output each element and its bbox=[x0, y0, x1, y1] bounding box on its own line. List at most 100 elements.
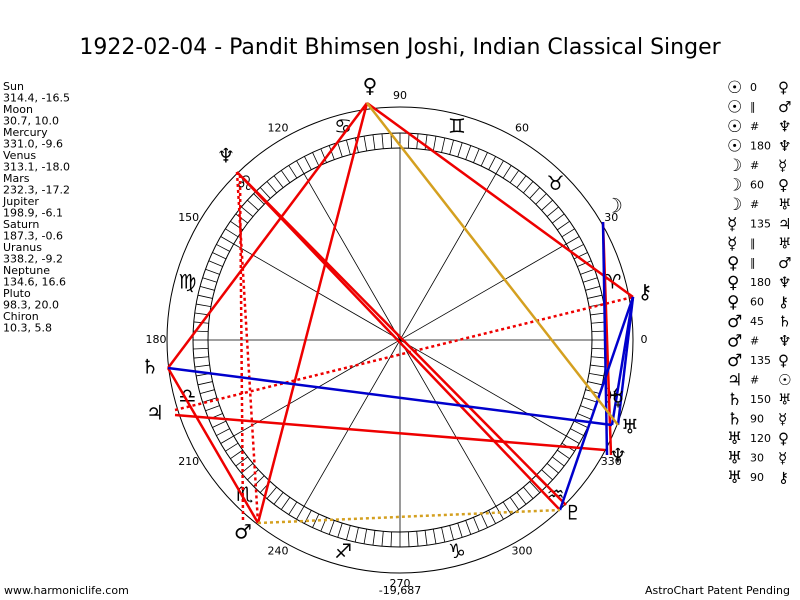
sign-glyph: ♐ bbox=[334, 539, 352, 563]
ring-tick bbox=[566, 435, 580, 444]
ring-tick bbox=[561, 228, 575, 238]
ring-tick bbox=[502, 165, 512, 179]
ring-tick bbox=[535, 193, 547, 205]
aspect-line bbox=[167, 366, 613, 427]
ring-tick bbox=[320, 148, 327, 163]
ring-tick bbox=[449, 525, 454, 541]
aspect-line bbox=[235, 171, 260, 524]
aspect-to: ☿ bbox=[778, 449, 787, 467]
sign-glyph: ♑ bbox=[448, 539, 466, 563]
aspect-line bbox=[558, 296, 635, 511]
ring-tick bbox=[552, 456, 565, 467]
ring-tick bbox=[582, 397, 598, 403]
planet-name: Sun bbox=[3, 80, 24, 93]
planet-name: Neptune bbox=[3, 264, 50, 277]
aspect-to: ♀ bbox=[778, 430, 789, 448]
footer-center: -19,687 bbox=[379, 584, 421, 597]
ring-tick bbox=[585, 286, 601, 291]
aspect-from: ♀ bbox=[727, 273, 739, 293]
ring-tick bbox=[432, 136, 437, 151]
ring-tick bbox=[523, 181, 534, 194]
aspect-to: ⚷ bbox=[778, 469, 789, 487]
degree-label: 120 bbox=[268, 122, 289, 135]
ring-tick bbox=[432, 529, 437, 544]
ring-tick bbox=[199, 389, 215, 394]
planet-coords: 134.6, 16.6 bbox=[3, 276, 66, 289]
title: 1922-02-04 - Pandit Bhimsen Joshi, India… bbox=[79, 35, 721, 60]
planet-coords: 314.4, -16.5 bbox=[3, 92, 70, 105]
ring-tick bbox=[328, 520, 335, 535]
aspect-from: ☉ bbox=[727, 78, 742, 98]
degree-label: 330 bbox=[601, 455, 622, 468]
planet-name: Jupiter bbox=[2, 195, 39, 208]
ring-tick bbox=[488, 510, 496, 524]
planet-glyph: ♂ bbox=[234, 520, 252, 544]
aspect-type: # bbox=[750, 198, 759, 211]
aspect-from: ☉ bbox=[727, 98, 742, 118]
aspect-from: ♅ bbox=[727, 429, 742, 449]
aspect-from: ♀ bbox=[727, 293, 739, 313]
aspect-line bbox=[366, 101, 634, 299]
ring-tick bbox=[212, 252, 227, 260]
ring-tick bbox=[216, 428, 230, 436]
aspect-to: ♃ bbox=[778, 215, 791, 233]
ring-tick bbox=[580, 405, 595, 412]
ring-tick bbox=[337, 142, 343, 158]
ring-tick bbox=[197, 381, 213, 386]
ring-tick bbox=[273, 175, 284, 188]
ring-tick bbox=[523, 486, 534, 499]
ring-tick bbox=[541, 469, 553, 481]
ring-tick bbox=[590, 364, 606, 368]
planet-coords: 187.3, -0.6 bbox=[3, 230, 63, 243]
aspect-from: ☽ bbox=[727, 156, 742, 176]
ring-tick bbox=[546, 206, 559, 217]
aspect-to: ♆ bbox=[778, 118, 791, 136]
ring-tick bbox=[247, 199, 259, 211]
ring-tick bbox=[225, 442, 239, 452]
sign-glyph: ♊ bbox=[448, 114, 466, 138]
ring-tick bbox=[557, 449, 570, 460]
ring-tick bbox=[346, 139, 351, 155]
aspect-type: 135 bbox=[750, 354, 771, 367]
ring-tick bbox=[230, 449, 243, 460]
aspect-type: 30 bbox=[750, 452, 764, 465]
aspect-type: 150 bbox=[750, 393, 771, 406]
ring-tick bbox=[566, 236, 580, 245]
ring-tick bbox=[473, 148, 480, 163]
aspect-from: ☽ bbox=[727, 195, 742, 215]
aspect-to: ⚷ bbox=[778, 293, 789, 311]
ring-tick bbox=[273, 492, 284, 505]
ring-tick bbox=[541, 199, 553, 211]
aspect-type: 120 bbox=[750, 432, 771, 445]
planet-name: Mercury bbox=[3, 126, 48, 139]
ring-tick bbox=[288, 165, 298, 179]
aspect-from: ♅ bbox=[727, 449, 742, 469]
aspect-to: ♆ bbox=[778, 274, 791, 292]
ring-tick bbox=[516, 492, 527, 505]
ring-tick bbox=[193, 347, 209, 350]
ring-tick bbox=[529, 481, 541, 493]
aspect-to: ☿ bbox=[778, 410, 787, 428]
planet-coords: 30.7, 10.0 bbox=[3, 115, 59, 128]
ring-tick bbox=[546, 463, 559, 474]
ring-tick bbox=[381, 133, 384, 149]
ring-tick bbox=[363, 529, 368, 544]
ring-tick bbox=[573, 252, 588, 260]
ring-tick bbox=[235, 456, 248, 467]
aspect-to: ☿ bbox=[778, 157, 787, 175]
ring-tick bbox=[346, 525, 351, 541]
ring-tick bbox=[480, 152, 488, 167]
degree-label: 30 bbox=[604, 211, 618, 224]
aspect-from: ☿ bbox=[727, 234, 737, 254]
ring-tick bbox=[488, 156, 496, 170]
aspect-to: ♆ bbox=[778, 332, 791, 350]
aspect-type: 180 bbox=[750, 276, 771, 289]
ring-tick bbox=[416, 531, 419, 547]
ring-tick bbox=[407, 531, 410, 547]
ring-tick bbox=[253, 193, 265, 205]
ring-tick bbox=[577, 413, 592, 420]
ring-tick bbox=[220, 435, 234, 444]
sign-glyph: ♏ bbox=[235, 482, 253, 506]
planet-coords: 331.0, -9.6 bbox=[3, 138, 63, 151]
